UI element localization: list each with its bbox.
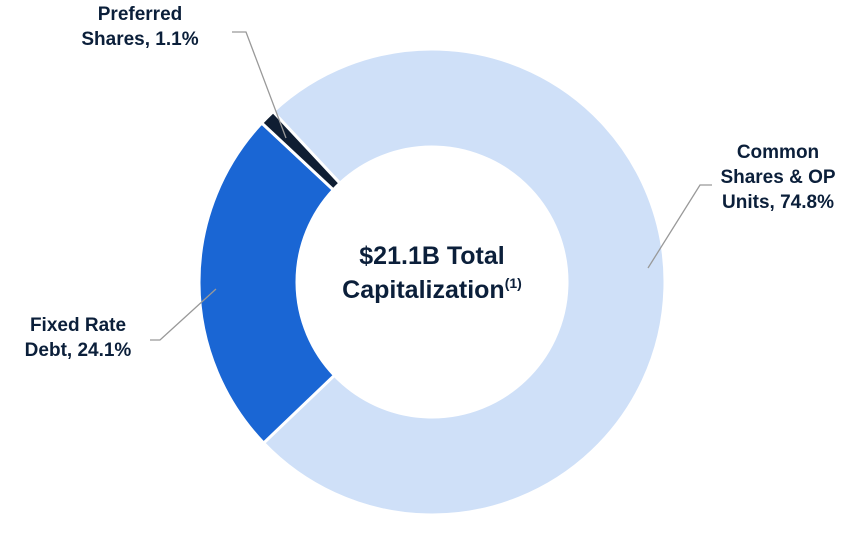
data-label-line: Shares, 1.1% [81, 29, 198, 50]
data-label-line: Fixed Rate [30, 315, 126, 336]
center-text: $21.1B Total [359, 242, 504, 270]
center-text-line: Capitalization [342, 276, 505, 304]
center-text: Capitalization(1) [342, 275, 522, 304]
donut-slice [261, 47, 667, 517]
data-label: Common Shares & OP Units, 74.8% [720, 142, 835, 213]
data-label-line: Debt, 24.1% [25, 340, 132, 361]
leader-line [647, 184, 712, 269]
center-note: (1) [505, 275, 522, 291]
data-label-line: Shares & OP [720, 167, 835, 188]
donut-slice [197, 120, 337, 446]
leader-line [150, 288, 217, 341]
data-label-line: Units, 74.8% [722, 192, 834, 213]
donut-slice [259, 109, 343, 192]
data-label: Preferred Shares, 1.1% [81, 4, 198, 50]
data-label-line: Common [737, 142, 819, 163]
data-label: Fixed Rate Debt, 24.1% [25, 315, 132, 361]
leader-line [232, 31, 287, 139]
data-label-line: Preferred [98, 4, 183, 25]
